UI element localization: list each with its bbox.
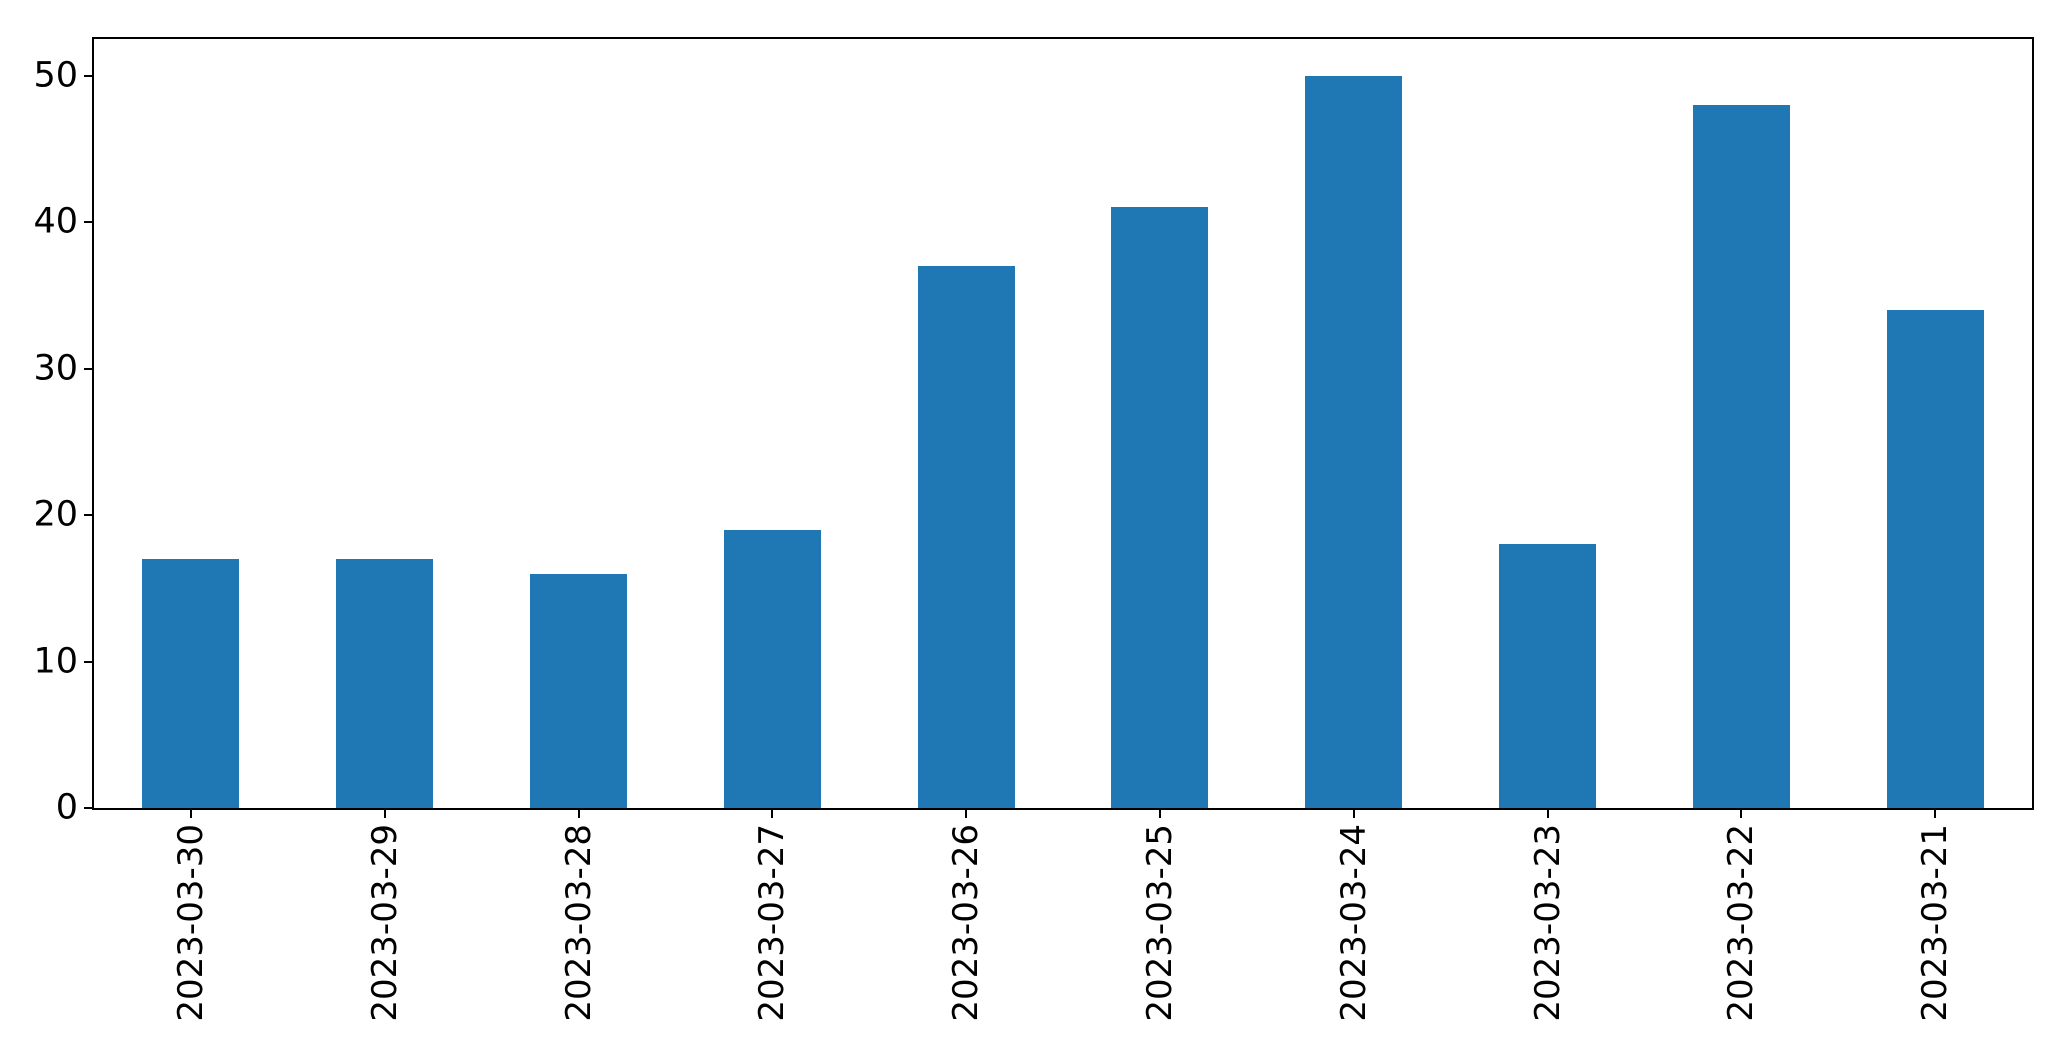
bar-2023-03-25 bbox=[1111, 207, 1209, 808]
x-tick-label: 2023-03-26 bbox=[945, 824, 986, 1022]
y-tick-mark bbox=[84, 660, 92, 663]
x-tick-mark bbox=[577, 810, 580, 818]
x-tick-label: 2023-03-27 bbox=[752, 824, 793, 1022]
plot-area bbox=[92, 37, 2034, 810]
x-tick-label: 2023-03-23 bbox=[1527, 824, 1568, 1022]
y-tick-mark bbox=[84, 221, 92, 224]
x-tick-mark bbox=[1352, 810, 1355, 818]
x-tick-mark bbox=[1546, 810, 1549, 818]
x-tick-mark bbox=[1158, 810, 1161, 818]
bar-2023-03-21 bbox=[1886, 309, 1984, 808]
x-tick-label: 2023-03-24 bbox=[1333, 824, 1374, 1022]
bar-2023-03-30 bbox=[142, 558, 240, 808]
x-tick-mark bbox=[965, 810, 968, 818]
bar-2023-03-29 bbox=[336, 558, 434, 808]
y-tick-mark bbox=[84, 514, 92, 517]
y-tick-label: 10 bbox=[33, 641, 78, 682]
x-tick-label: 2023-03-22 bbox=[1721, 824, 1762, 1022]
y-tick-label: 30 bbox=[33, 348, 78, 389]
x-tick-label: 2023-03-21 bbox=[1914, 824, 1955, 1022]
x-tick-mark bbox=[383, 810, 386, 818]
y-tick-label: 50 bbox=[33, 55, 78, 96]
x-tick-label: 2023-03-28 bbox=[558, 824, 599, 1022]
x-tick-label: 2023-03-29 bbox=[364, 824, 405, 1022]
y-tick-mark bbox=[84, 367, 92, 370]
y-tick-label: 40 bbox=[33, 201, 78, 242]
y-tick-mark bbox=[84, 74, 92, 77]
bar-2023-03-26 bbox=[917, 266, 1015, 808]
bar-2023-03-23 bbox=[1499, 544, 1596, 808]
x-tick-mark bbox=[1934, 810, 1937, 818]
bar-2023-03-24 bbox=[1305, 75, 1403, 808]
x-tick-mark bbox=[1740, 810, 1743, 818]
bar-2023-03-27 bbox=[723, 529, 821, 808]
y-tick-mark bbox=[84, 807, 92, 809]
y-tick-label: 20 bbox=[33, 494, 78, 535]
x-tick-mark bbox=[189, 810, 192, 818]
y-tick-label: 0 bbox=[55, 787, 78, 828]
x-tick-label: 2023-03-25 bbox=[1139, 824, 1180, 1022]
bar-2023-03-22 bbox=[1692, 104, 1790, 808]
x-tick-mark bbox=[771, 810, 774, 818]
bar-2023-03-28 bbox=[530, 573, 627, 808]
x-tick-label: 2023-03-30 bbox=[170, 824, 211, 1022]
